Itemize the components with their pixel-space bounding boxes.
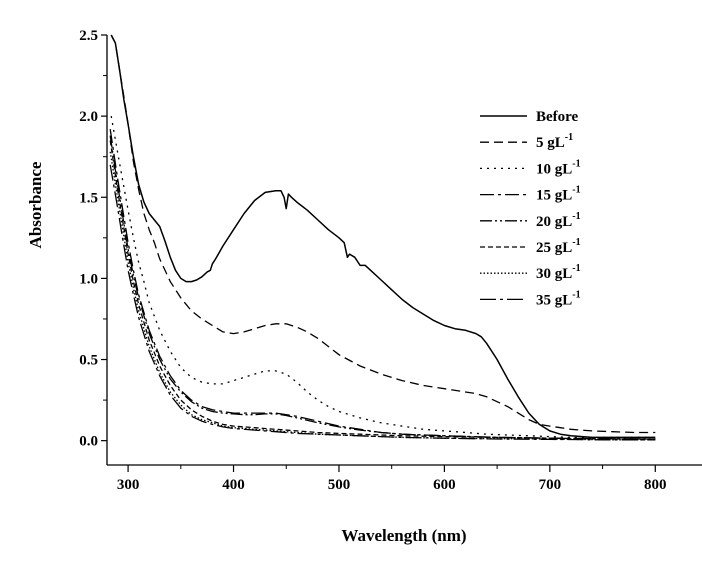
y-tick-label: 1.5 (79, 190, 98, 206)
axes: 300 400 500 600 700 800 0.0 0.5 1.0 1.5 2.0 2.5 (79, 28, 702, 493)
y-tick-label: 2.5 (79, 28, 98, 44)
series-line-3 (110, 115, 656, 439)
legend: Before 5 gL-1 10 gL-1 15 gL-1 20 gL-1 25 gL-1… (480, 109, 581, 308)
series-line-1 (110, 34, 656, 439)
series-line-6 (109, 140, 656, 440)
x-tick-label: 400 (222, 477, 245, 493)
legend-label: 20 gL-1 (536, 211, 581, 230)
x-tick-label: 800 (644, 477, 667, 493)
series-line-8 (109, 164, 656, 441)
x-tick-label: 600 (433, 477, 456, 493)
series-line-7 (109, 151, 656, 441)
y-tick-label: 0.0 (79, 434, 98, 450)
legend-label: Before (536, 109, 579, 125)
legend-label: 10 gL-1 (536, 158, 581, 177)
y-axis-title: Absorbance (26, 161, 45, 248)
x-tick-label: 300 (117, 477, 140, 493)
legend-label: 25 gL-1 (536, 237, 581, 256)
series-line-2 (110, 34, 656, 434)
x-tick-label: 500 (328, 477, 351, 493)
x-tick-label: 700 (539, 477, 562, 493)
y-tick-label: 0.5 (79, 353, 98, 369)
legend-label: 15 gL-1 (536, 185, 581, 204)
y-tick-label: 1.0 (79, 271, 98, 287)
legend-label: 35 gL-1 (536, 289, 581, 308)
legend-label: 5 gL-1 (536, 132, 573, 151)
series-line-5 (109, 135, 656, 440)
series-lines (109, 34, 656, 441)
x-axis-title: Wavelength (nm) (341, 526, 466, 545)
y-tick-label: 2.0 (79, 109, 98, 125)
legend-label: 30 gL-1 (536, 263, 581, 282)
series-line-4 (109, 129, 656, 440)
